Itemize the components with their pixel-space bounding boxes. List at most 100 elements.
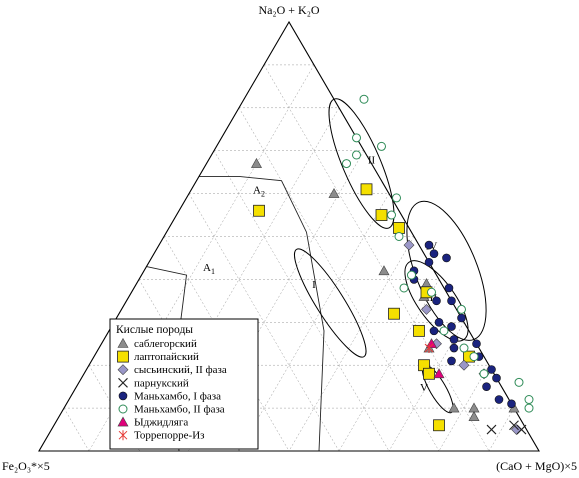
data-point-series-4 <box>434 317 444 327</box>
grid-line <box>388 322 465 452</box>
legend-marker-series-4 <box>118 391 128 401</box>
data-point-series-1 <box>253 204 265 217</box>
data-point-series-1 <box>388 307 400 320</box>
legend-marker-series-2 <box>117 364 129 376</box>
data-point-series-0 <box>468 411 480 421</box>
data-point-series-5 <box>387 210 396 220</box>
data-point-series-5 <box>457 304 466 314</box>
legend-box <box>109 318 259 450</box>
region-label-A2: A2 <box>253 185 265 199</box>
ellipse-field-I <box>294 248 367 358</box>
data-point-series-5 <box>524 395 534 405</box>
data-point-series-0 <box>448 402 460 413</box>
data-point-series-4 <box>492 373 501 383</box>
data-point-series-4 <box>487 365 496 374</box>
legend-label-series-1: лаптопайский <box>134 351 199 363</box>
data-point-series-1 <box>375 209 388 221</box>
ellipse-field-IV <box>406 200 487 341</box>
legend-marker-series-1 <box>117 350 129 363</box>
grid-line <box>438 365 490 452</box>
data-point-series-4 <box>449 343 459 353</box>
data-point-series-1 <box>433 419 445 432</box>
legend-label-series-0: саблегорский <box>134 338 197 350</box>
region-label-I: I <box>312 279 316 291</box>
data-point-series-4 <box>449 335 459 344</box>
data-point-series-4 <box>429 249 439 258</box>
legend-marker-series-7 <box>118 430 128 441</box>
ternary-frame <box>38 20 540 452</box>
grid-line <box>213 150 390 452</box>
data-point-series-5 <box>394 232 404 241</box>
data-point-series-5 <box>392 193 401 203</box>
data-point-series-4 <box>447 322 456 331</box>
data-point-series-4 <box>432 296 441 306</box>
field-boundary-line <box>199 175 325 452</box>
data-point-series-4 <box>472 339 481 349</box>
data-point-series-4 <box>429 326 439 336</box>
data-point-series-0 <box>378 265 390 276</box>
apex-label-right: (CaO + MgO)×5 <box>496 459 577 473</box>
data-point-series-0 <box>328 187 340 198</box>
data-point-series-4 <box>424 257 434 267</box>
data-point-series-1 <box>393 222 405 234</box>
region-label-A1: A1 <box>203 262 215 276</box>
apex-label-left: Fe₂O₃*×5 <box>2 459 50 473</box>
data-point-series-5 <box>427 287 436 297</box>
legend-label-series-4: Маньхамбо, I фаза <box>134 390 221 402</box>
data-point-series-1 <box>413 324 425 337</box>
grid-line <box>338 279 440 452</box>
grid-line <box>288 236 415 452</box>
region-label-II: II <box>368 155 376 167</box>
data-point-series-2 <box>458 359 470 371</box>
data-point-series-3 <box>516 424 527 435</box>
data-point-series-5 <box>352 150 361 160</box>
data-point-series-5 <box>514 377 524 387</box>
data-point-series-2 <box>421 304 432 315</box>
apex-label-top: Na₂O + K₂O <box>258 3 319 17</box>
grid-line <box>63 407 90 452</box>
legend: Кислые породы саблегорскийлаптопайскийсы… <box>109 318 259 450</box>
data-point-series-5 <box>352 133 361 143</box>
data-point-series-5 <box>459 343 469 353</box>
legend-label-series-3: парнукский <box>134 377 189 389</box>
data-point-series-3 <box>509 420 519 431</box>
legend-label-series-6: Ыджидляга <box>134 417 188 429</box>
data-point-series-5 <box>377 141 386 151</box>
data-point-series-5 <box>359 94 369 104</box>
legend-marker-series-3 <box>118 377 128 388</box>
data-point-series-1 <box>360 183 373 196</box>
data-points <box>250 94 534 435</box>
legend-label-series-5: Маньхамбо, II фаза <box>134 404 225 416</box>
data-point-series-4 <box>482 382 491 391</box>
legend-label-series-7: Торрепорре-Из <box>134 430 205 442</box>
data-point-series-7 <box>424 343 434 354</box>
data-point-series-5 <box>469 352 479 362</box>
data-point-series-5 <box>479 369 489 379</box>
legend-marker-series-6 <box>117 416 129 427</box>
legend-title: Кислые породы <box>116 324 193 336</box>
grid-line <box>263 64 490 452</box>
data-point-series-4 <box>442 253 451 263</box>
field-ellipses <box>294 98 487 414</box>
data-point-series-5 <box>342 159 351 169</box>
data-point-series-0 <box>420 278 433 288</box>
grid-line <box>488 407 515 452</box>
data-point-series-6 <box>433 368 445 379</box>
data-point-series-5 <box>407 270 416 280</box>
data-point-series-4 <box>494 395 504 404</box>
data-point-series-5 <box>399 283 409 293</box>
legend-label-series-2: сысьинский, II фаза <box>134 364 227 376</box>
data-point-series-5 <box>439 326 449 336</box>
legend-marker-series-0 <box>117 337 129 348</box>
data-point-series-2 <box>403 239 415 251</box>
data-point-series-4 <box>447 356 456 366</box>
legend-marker-series-5 <box>118 404 128 414</box>
region-label-V: V <box>420 382 428 394</box>
data-point-series-4 <box>507 399 516 409</box>
data-point-series-1 <box>423 367 435 380</box>
data-point-series-5 <box>524 403 534 413</box>
data-point-series-0 <box>468 402 480 413</box>
data-point-series-0 <box>250 157 263 168</box>
